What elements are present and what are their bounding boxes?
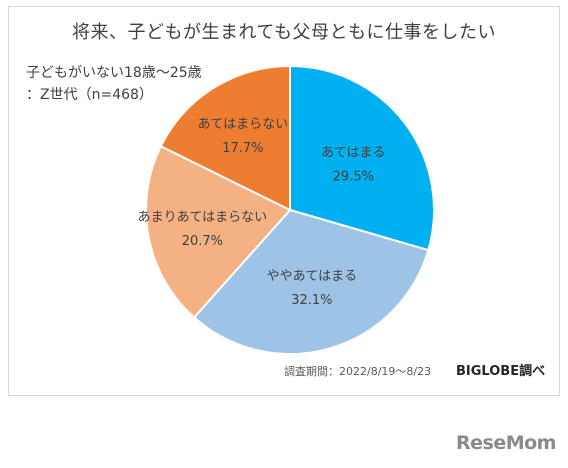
chart-title: 将来、子どもが生まれても父母ともに仕事をしたい: [71, 22, 497, 43]
slice-value-3: 20.7%: [182, 234, 223, 249]
slice-value-2: 32.1%: [291, 293, 332, 308]
slice-value-1: 29.5%: [333, 169, 374, 184]
pie-slice-2: [192, 208, 430, 355]
slice-label-1: あてはまる: [321, 145, 385, 160]
pie-slice-1: [289, 64, 435, 252]
slice-label-3: あまりあてはまらない: [138, 210, 267, 225]
subtitle-line-1: 子どもがいない18歳～25歳: [26, 65, 202, 81]
subtitle-line-2: ：Z世代（n=468）: [26, 87, 153, 103]
pie-slice-4: [159, 64, 291, 212]
slice-label-4: あてはまらない: [198, 117, 288, 132]
source-credit: BIGLOBE調べ: [456, 364, 546, 379]
resemom-logo: ReseMom: [456, 432, 556, 454]
slice-label-2: ややあてはまる: [267, 269, 357, 284]
survey-period: 調査期間：2022/8/19～8/23: [284, 365, 432, 378]
chart-subtitle: 子どもがいない18歳～25歳 ：Z世代（n=468）: [26, 62, 202, 106]
pie-slice-3: [145, 144, 292, 319]
slice-value-4: 17.7%: [222, 141, 263, 156]
